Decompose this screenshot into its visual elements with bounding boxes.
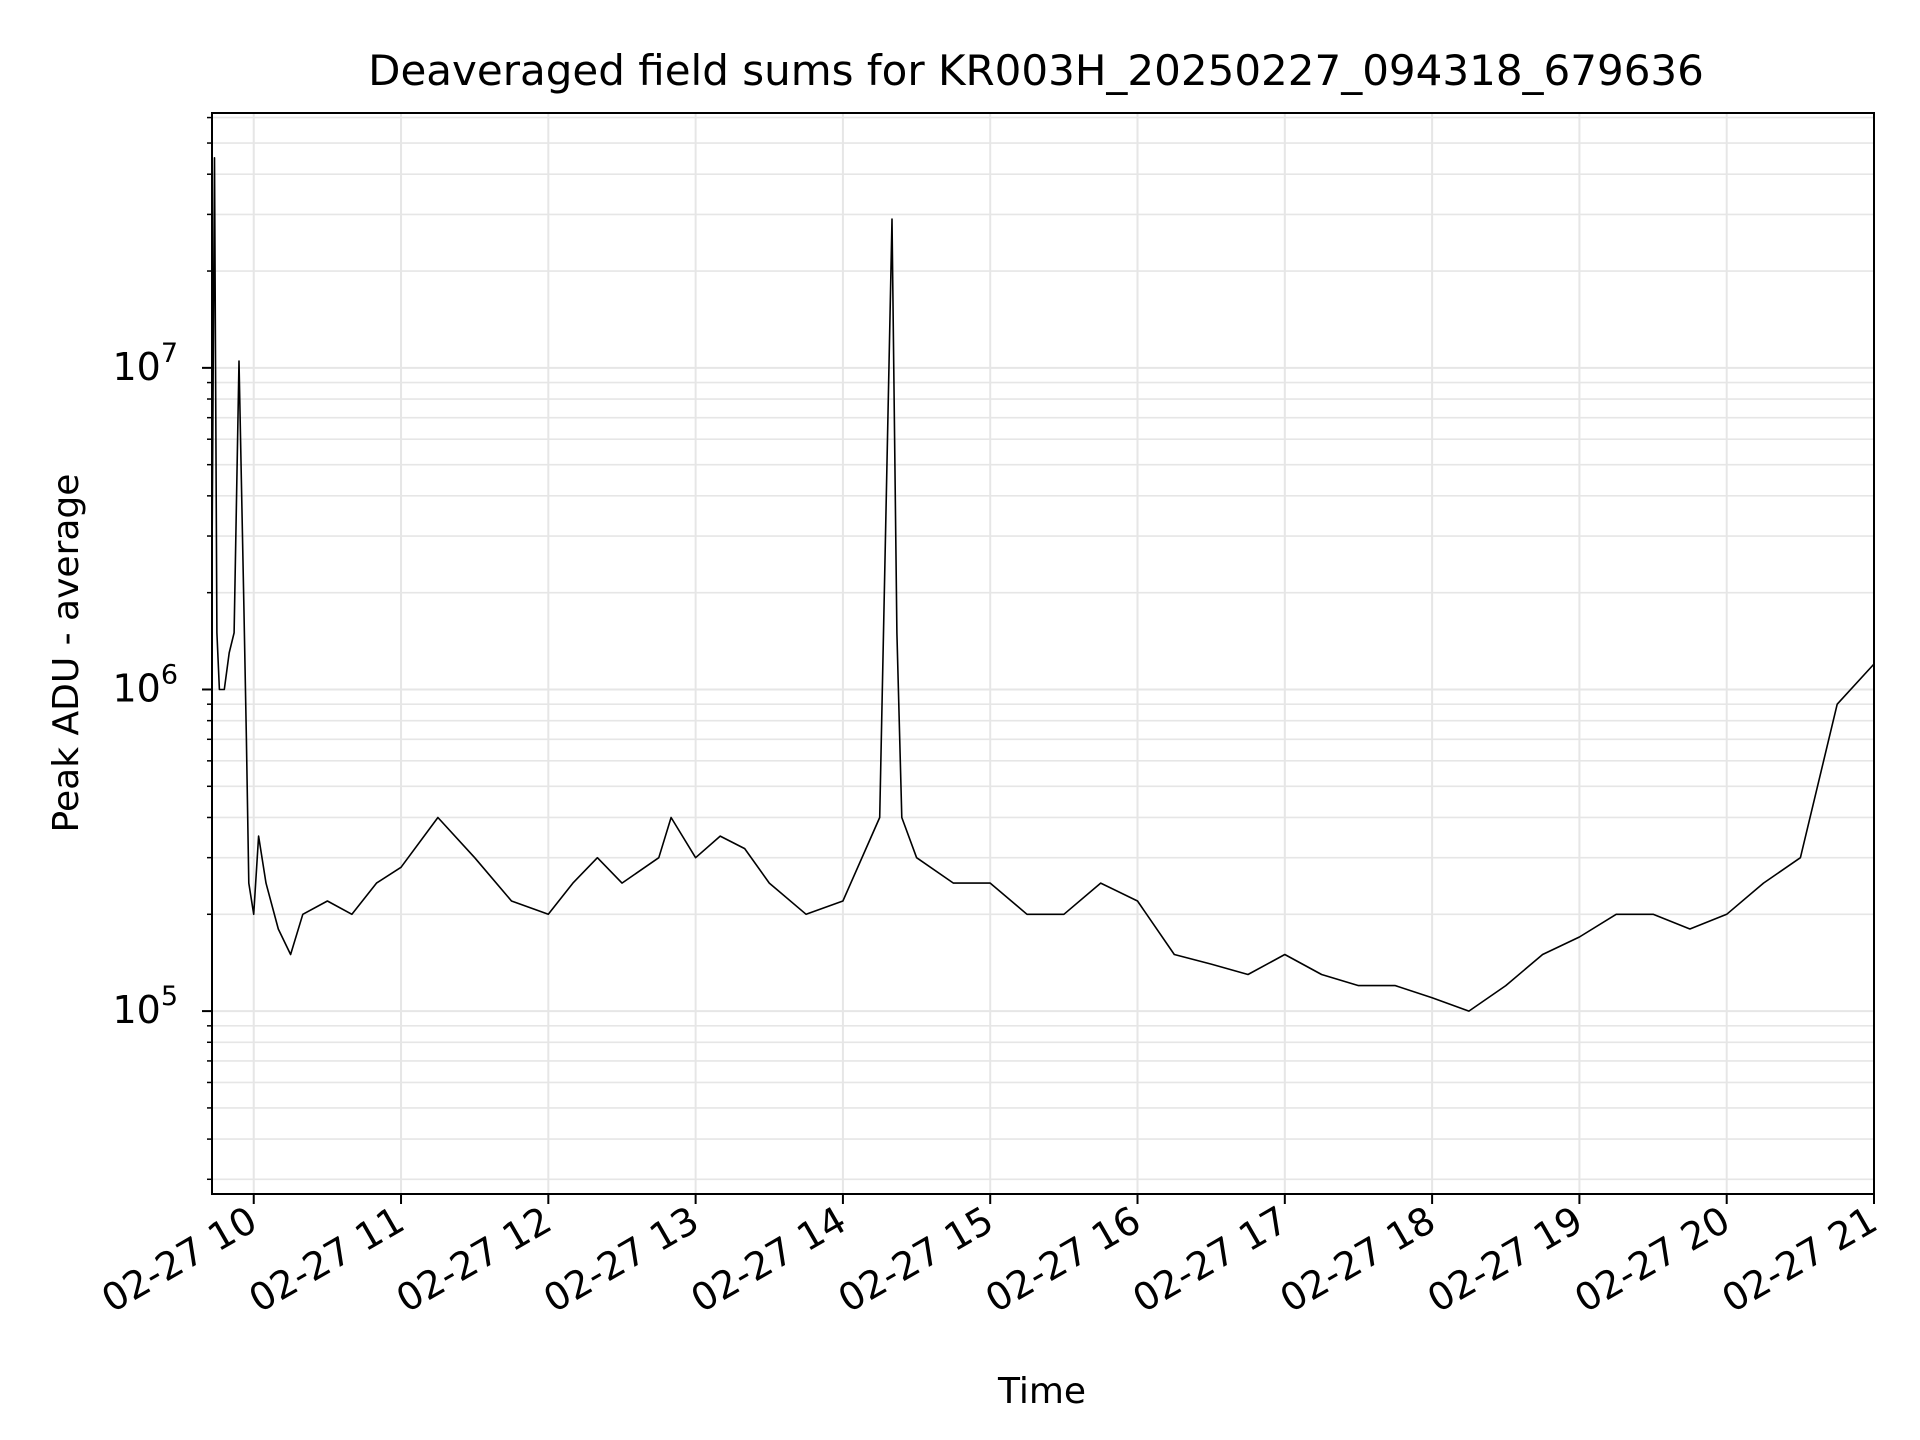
y-tick-label: 105 [112,981,178,1032]
plot-frame [211,112,1875,1195]
axis-ticks [202,116,1875,1204]
y-tick-label-base: 10 [112,345,160,389]
y-tick-label-exponent: 7 [161,338,178,369]
chart-title: Deaveraged field sums for KR003H_2025022… [368,46,1704,95]
y-tick-label: 107 [112,338,178,389]
y-axis-label: Peak ADU - average [46,474,87,833]
series-line [211,157,1875,1012]
y-tick-label: 106 [112,659,178,710]
y-tick-label-base: 10 [112,988,160,1032]
y-tick-label-exponent: 5 [161,981,178,1012]
y-tick-label-exponent: 6 [161,659,178,690]
x-axis-label: Time [997,1371,1086,1412]
y-tick-label-base: 10 [112,666,160,710]
grid [212,113,1875,1194]
series [211,157,1875,1012]
